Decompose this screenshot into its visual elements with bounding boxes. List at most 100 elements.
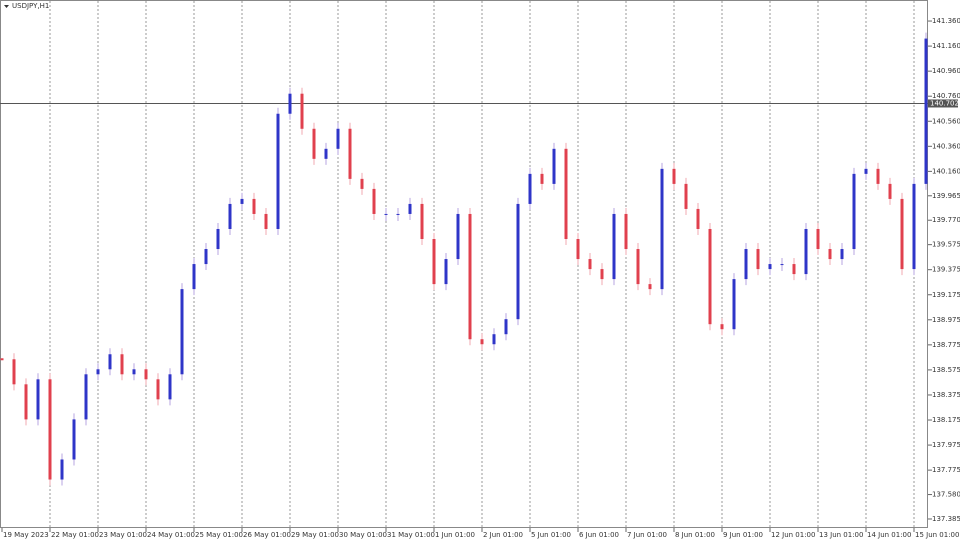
candle — [96, 369, 100, 375]
candle — [120, 354, 124, 375]
candle — [684, 183, 688, 209]
candle — [456, 213, 460, 260]
candle — [540, 173, 544, 184]
candle — [336, 128, 340, 149]
current-price-box — [928, 99, 958, 108]
x-tick-label: 1 Jun 01:00 — [435, 531, 475, 539]
y-tick-label: 139.770 — [932, 216, 960, 224]
candle — [348, 128, 352, 179]
x-tick-label: 30 May 01:00 — [339, 531, 387, 539]
candle — [768, 264, 772, 270]
x-tick-label: 26 May 01:00 — [243, 531, 291, 539]
candle — [648, 284, 652, 290]
candle — [168, 374, 172, 400]
candle — [468, 213, 472, 340]
candle — [624, 213, 628, 250]
y-tick-label: 139.175 — [932, 291, 960, 299]
candle — [504, 319, 508, 335]
candle — [24, 384, 28, 420]
candle — [12, 359, 16, 385]
candle — [552, 148, 556, 184]
candle — [588, 259, 592, 270]
candle — [360, 178, 364, 189]
candle — [612, 213, 616, 280]
candle — [300, 93, 304, 129]
x-tick-label: 5 Jun 01:00 — [531, 531, 571, 539]
candle — [420, 203, 424, 240]
y-tick-label: 140.560 — [932, 117, 960, 125]
candle — [492, 334, 496, 345]
y-tick-label: 140.960 — [932, 67, 960, 75]
candle — [516, 203, 520, 320]
menu-arrow[interactable] — [4, 5, 9, 8]
y-tick-label: 140.160 — [932, 167, 960, 175]
y-tick-label: 138.575 — [932, 366, 960, 374]
candle — [852, 173, 856, 250]
candle — [696, 208, 700, 229]
y-tick-label: 138.375 — [932, 391, 960, 399]
y-tick-label: 138.975 — [932, 316, 960, 324]
candle — [60, 459, 64, 480]
candle — [324, 148, 328, 159]
x-tick-label: 22 May 01:00 — [51, 531, 99, 539]
candle — [864, 168, 868, 174]
x-tick-label: 12 Jun 01:00 — [771, 531, 815, 539]
x-tick-label: 2 Jun 01:00 — [483, 531, 523, 539]
x-tick-label: 9 Jun 01:00 — [723, 531, 763, 539]
candle — [228, 203, 232, 229]
y-tick-label: 137.580 — [932, 491, 960, 499]
candle — [132, 369, 136, 375]
candle — [444, 259, 448, 285]
candle — [780, 264, 784, 266]
y-tick-label: 138.175 — [932, 416, 960, 424]
candle — [888, 183, 892, 199]
candle — [384, 213, 388, 215]
chart-title: USDJPY,H1 — [12, 2, 49, 10]
candle — [48, 379, 52, 480]
candle — [708, 228, 712, 325]
candle — [816, 228, 820, 250]
candle — [600, 269, 604, 280]
y-tick-label: 140.360 — [932, 142, 960, 150]
candle — [204, 249, 208, 265]
plot-frame — [0, 0, 928, 528]
candle — [912, 183, 916, 270]
x-tick-label: 19 May 2023 — [3, 531, 49, 539]
candle — [396, 213, 400, 215]
y-tick-label: 139.965 — [932, 192, 960, 200]
candle — [432, 239, 436, 285]
candle — [792, 264, 796, 275]
x-tick-label: 15 Jun 01:00 — [915, 531, 959, 539]
x-tick-label: 13 Jun 01:00 — [819, 531, 863, 539]
y-tick-label: 138.775 — [932, 341, 960, 349]
candle — [744, 249, 748, 280]
candle — [108, 354, 112, 370]
y-tick-label: 137.775 — [932, 466, 960, 474]
x-tick-label: 7 Jun 01:00 — [627, 531, 667, 539]
candle — [312, 128, 316, 159]
candle — [564, 148, 568, 240]
candle — [72, 419, 76, 460]
candle — [528, 173, 532, 204]
candle — [408, 203, 412, 214]
candle — [720, 324, 724, 330]
candle — [84, 374, 88, 420]
candle — [636, 249, 640, 285]
candle — [804, 228, 808, 275]
y-tick-label: 137.975 — [932, 441, 960, 449]
candle — [372, 188, 376, 214]
candle — [240, 198, 244, 204]
x-tick-label: 25 May 01:00 — [195, 531, 243, 539]
candle — [576, 239, 580, 260]
candle — [660, 168, 664, 290]
y-tick-label: 141.360 — [932, 17, 960, 25]
candle — [840, 249, 844, 260]
y-tick-label: 139.375 — [932, 266, 960, 274]
candle — [264, 213, 268, 229]
candle — [732, 279, 736, 330]
candle — [876, 168, 880, 184]
current-price-label: 140.702 — [930, 99, 959, 107]
x-tick-label: 29 May 01:00 — [291, 531, 339, 539]
candle — [924, 38, 928, 184]
